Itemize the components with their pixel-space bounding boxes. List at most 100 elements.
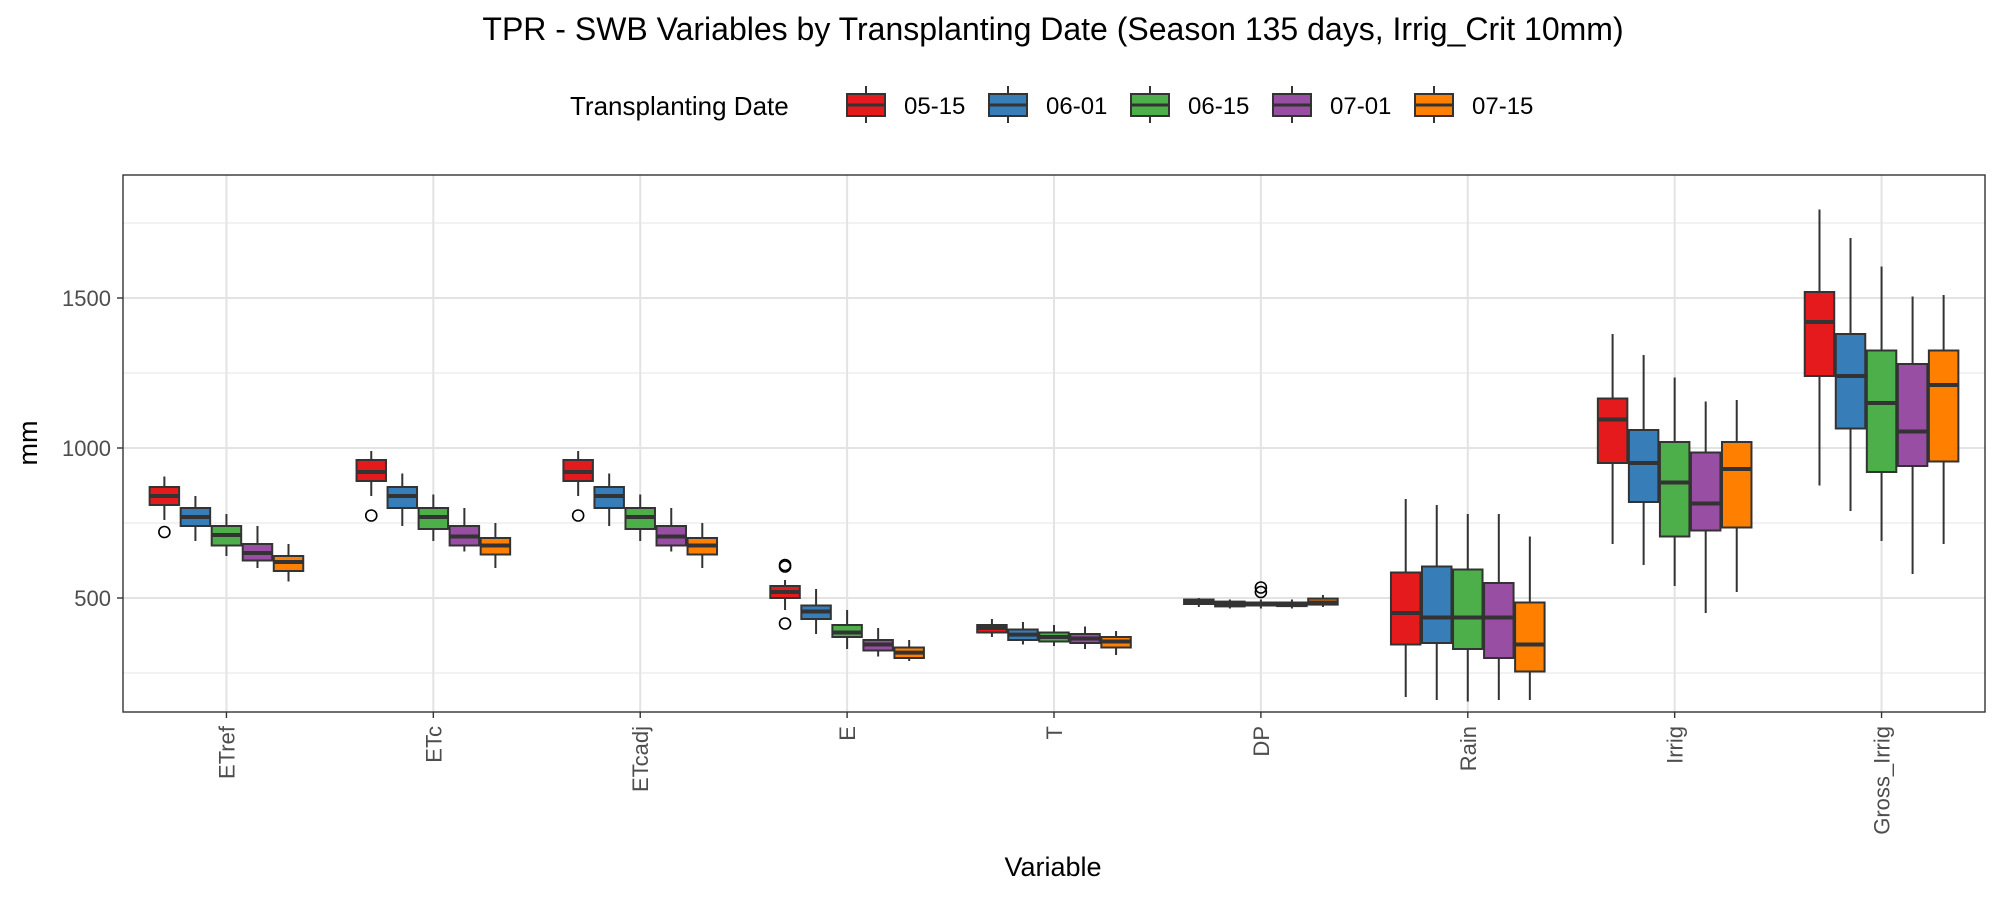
legend-item-06-15: 06-15 <box>1130 86 1249 123</box>
box-body <box>1927 349 1960 463</box>
legend-items: 05-15 06-01 06-15 07-01 07-15 <box>846 86 1533 123</box>
box-Gross_Irrig-07-01 <box>1896 296 1929 574</box>
box-body <box>1803 291 1836 377</box>
box-body <box>1865 349 1898 473</box>
outlier-point <box>1254 585 1268 599</box>
legend-item-06-01: 06-01 <box>988 86 1107 123</box>
box-body <box>1689 451 1722 532</box>
chart-title: TPR - SWB Variables by Transplanting Dat… <box>482 11 1623 47</box>
box-DP-06-01 <box>1214 599 1246 609</box>
box-T-07-15 <box>1100 631 1132 655</box>
box-ETref-07-01 <box>241 526 274 568</box>
legend-title: Transplanting Date <box>570 91 789 121</box>
box-Irrig-06-01 <box>1627 355 1660 565</box>
box-ETcadj-06-01 <box>593 473 625 526</box>
box-ETref-07-15 <box>272 544 305 582</box>
box-ETc-06-01 <box>386 473 419 526</box>
legend-label: 05-15 <box>904 93 965 120</box>
box-ETref-06-15 <box>210 514 243 556</box>
x-tick-label: E <box>835 726 860 741</box>
box-body <box>1658 441 1691 538</box>
box-T-07-01 <box>1069 626 1101 649</box>
x-tick-label: ETc <box>421 726 446 763</box>
box-Gross_Irrig-05-15 <box>1803 209 1836 486</box>
outlier-point <box>1254 581 1268 594</box>
box-E-06-15 <box>831 610 863 649</box>
box-body <box>1627 429 1660 503</box>
legend-label: 07-01 <box>1330 93 1391 120</box>
box-ETcadj-07-15 <box>686 523 719 568</box>
box-DP-06-15 <box>1245 581 1277 609</box>
box-ETcadj-05-15 <box>562 451 594 522</box>
legend-label: 07-15 <box>1472 93 1533 120</box>
legend: Transplanting Date 05-15 06-01 06-15 07-01 0… <box>570 86 1533 123</box>
x-tick-label: ETref <box>214 725 239 779</box>
box-ETcadj-07-01 <box>655 508 687 552</box>
legend-item-07-15: 07-15 <box>1414 86 1533 123</box>
outlier-point <box>778 558 792 572</box>
plot-panel <box>122 174 1986 713</box>
outlier-point <box>364 509 378 522</box>
box-body <box>1389 571 1422 646</box>
legend-label: 06-15 <box>1188 93 1249 120</box>
box-DP-07-15 <box>1307 595 1339 607</box>
box-ETc-06-15 <box>417 494 450 541</box>
box-T-06-01 <box>1007 622 1039 645</box>
box-Rain-06-15 <box>1452 514 1484 702</box>
legend-item-05-15: 05-15 <box>846 86 965 123</box>
box-Irrig-05-15 <box>1596 334 1629 544</box>
y-tick-label: 1500 <box>62 286 111 311</box>
box-Rain-05-15 <box>1389 499 1422 697</box>
box-ETc-07-15 <box>479 523 512 568</box>
y-axis: 500 1000 1500 <box>62 286 123 611</box>
box-body <box>1596 397 1629 464</box>
x-tick-label: Gross_Irrig <box>1870 726 1895 835</box>
box-body <box>1720 441 1753 529</box>
box-ETref-05-15 <box>148 476 181 539</box>
box-DP-05-15 <box>1183 598 1215 607</box>
box-T-05-15 <box>976 619 1008 637</box>
box-body <box>1896 363 1929 467</box>
box-body <box>1514 601 1546 673</box>
box-Irrig-06-15 <box>1658 377 1691 586</box>
y-tick-label: 1000 <box>62 436 111 461</box>
box-body <box>1483 582 1515 659</box>
box-Rain-06-01 <box>1421 505 1453 700</box>
box-ETc-05-15 <box>355 451 388 522</box>
box-Irrig-07-01 <box>1689 401 1722 613</box>
box-Gross_Irrig-06-01 <box>1834 238 1867 511</box>
x-tick-label: Rain <box>1456 726 1481 771</box>
box-E-07-15 <box>893 640 925 661</box>
box-body <box>1452 568 1484 650</box>
x-tick-label: DP <box>1249 726 1274 757</box>
box-E-06-01 <box>800 589 832 634</box>
outlier-point <box>571 509 585 522</box>
legend-item-07-01: 07-01 <box>1272 86 1391 123</box>
x-axis-title: Variable <box>1004 852 1101 882</box>
box-DP-07-01 <box>1276 599 1308 609</box>
outlier-point <box>158 525 171 539</box>
box-marks <box>148 209 1960 702</box>
box-body <box>1421 565 1453 644</box>
x-tick-label: ETcadj <box>628 726 653 792</box>
box-Rain-07-01 <box>1483 514 1515 700</box>
box-ETc-07-01 <box>448 508 481 552</box>
box-Gross_Irrig-06-15 <box>1865 266 1898 541</box>
y-tick-label: 500 <box>74 586 111 611</box>
box-Irrig-07-15 <box>1720 400 1753 592</box>
y-axis-title: mm <box>13 421 43 466</box>
x-tick-label: T <box>1042 726 1067 739</box>
box-ETcadj-06-15 <box>624 494 656 541</box>
x-tick-label: Irrig <box>1663 726 1688 764</box>
box-E-07-01 <box>862 628 894 657</box>
box-body <box>1834 333 1867 430</box>
box-Gross_Irrig-07-15 <box>1927 295 1960 544</box>
box-ETref-06-01 <box>179 496 212 541</box>
x-axis: ETref ETc ETcadj E T DP Rain Irrig Gross_Irrig <box>214 712 1895 835</box>
box-T-06-15 <box>1038 625 1070 646</box>
outlier-point <box>778 617 792 630</box>
box-E-05-15 <box>769 558 801 630</box>
box-Rain-07-15 <box>1514 536 1546 700</box>
legend-label: 06-01 <box>1046 93 1107 120</box>
